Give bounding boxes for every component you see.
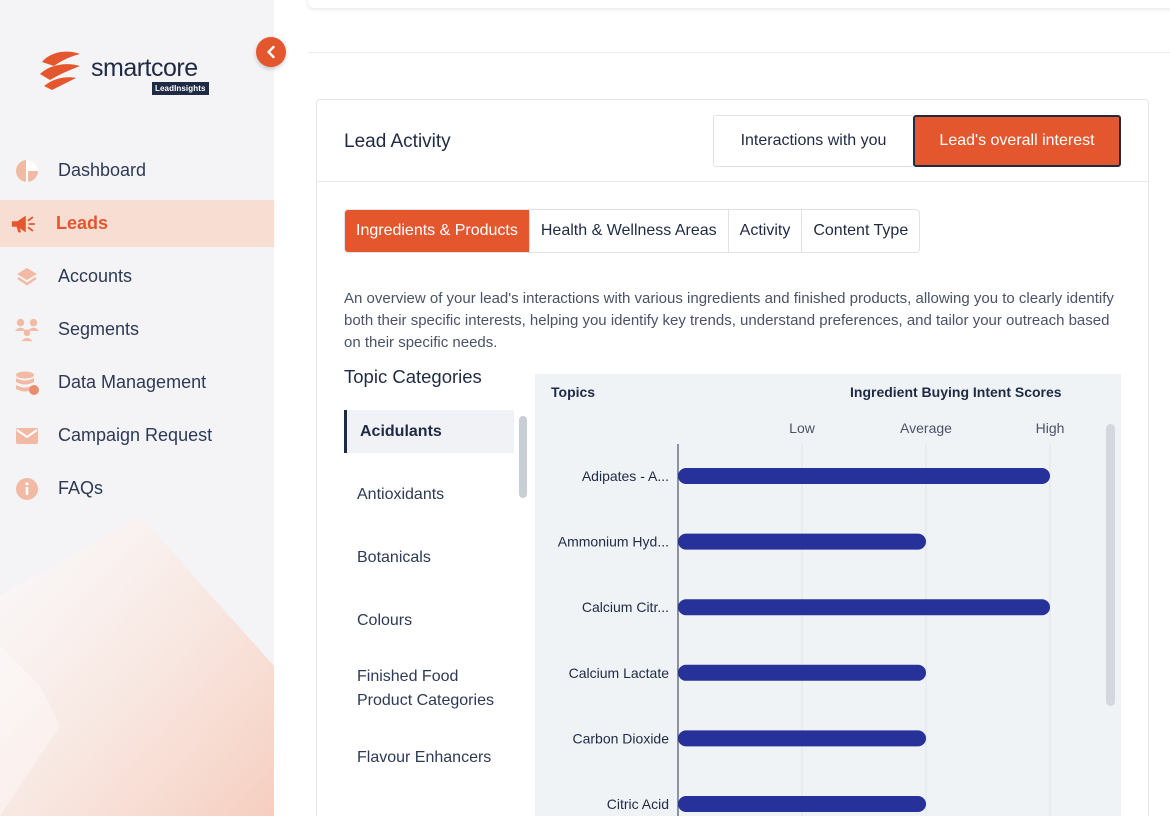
chart-tick-label: Low bbox=[789, 420, 816, 436]
chart-tick-label: High bbox=[1036, 420, 1065, 436]
sidebar-item-campaign-request[interactable]: Campaign Request bbox=[0, 412, 274, 459]
sidebar-item-label: Campaign Request bbox=[58, 425, 213, 445]
users-group-icon bbox=[14, 317, 40, 343]
chart-category-label: Calcium Citr... bbox=[582, 599, 669, 615]
chart-bar bbox=[678, 796, 926, 812]
topic-item-antioxidants[interactable]: Antioxidants bbox=[357, 485, 445, 503]
chart-bar bbox=[678, 468, 1050, 484]
topic-item-acidulants[interactable]: Acidulants bbox=[344, 410, 514, 453]
sidebar-item-label: Accounts bbox=[58, 266, 133, 286]
chart-bar bbox=[678, 533, 926, 550]
chart-category-label: Citric Acid bbox=[607, 796, 669, 812]
info-icon bbox=[14, 476, 40, 502]
category-tabs: Ingredients & Products Health & Wellness… bbox=[344, 209, 921, 253]
chart-category-label: Carbon Dioxide bbox=[573, 730, 670, 746]
sidebar-item-leads[interactable]: Leads bbox=[0, 200, 274, 247]
megaphone-icon bbox=[10, 211, 36, 237]
sidebar-item-label: Data Management bbox=[58, 372, 207, 392]
topic-item-flavour-enhancers[interactable]: Flavour Enhancers bbox=[357, 748, 492, 766]
sidebar-item-data-management[interactable]: Data Management bbox=[0, 359, 274, 406]
chart-category-label: Adipates - A... bbox=[582, 468, 669, 484]
tab-health-wellness-areas[interactable]: Health & Wellness Areas bbox=[530, 210, 729, 252]
smartcore-logo[interactable]: smartcore LeadInsights bbox=[36, 46, 216, 102]
chart-bar bbox=[678, 730, 926, 747]
topic-list: Acidulants Antioxidants Botanicals Colou… bbox=[344, 410, 514, 789]
tab-content-type[interactable]: Content Type bbox=[813, 222, 909, 239]
header-divider bbox=[308, 52, 1170, 53]
chart-bar bbox=[678, 599, 1050, 616]
tab-ingredients-products[interactable]: Ingredients & Products bbox=[345, 210, 530, 252]
topic-list-scrollbar[interactable] bbox=[519, 416, 527, 498]
toggle-leads-overall-interest[interactable]: Lead's overall interest bbox=[913, 115, 1121, 167]
sidebar-item-accounts[interactable]: Accounts bbox=[0, 253, 274, 300]
sidebar-item-segments[interactable]: Segments bbox=[0, 306, 274, 353]
sidebar-item-label: Dashboard bbox=[58, 160, 147, 180]
topic-item-botanicals[interactable]: Botanicals bbox=[357, 548, 431, 566]
chevron-left-icon bbox=[267, 45, 275, 59]
chart-header-scores: Ingredient Buying Intent Scores bbox=[850, 384, 1062, 400]
top-header-card bbox=[308, 0, 1170, 8]
layers-icon bbox=[14, 264, 40, 290]
pie-chart-icon bbox=[14, 158, 40, 184]
chart-header-topics: Topics bbox=[551, 384, 595, 400]
topic-item-finished-food-product-categories[interactable]: Finished Food Product Categories bbox=[357, 668, 494, 709]
sidebar-background-shape bbox=[0, 516, 274, 816]
logo-mark-icon bbox=[40, 51, 80, 90]
chart-tick-label: Average bbox=[900, 420, 952, 436]
chart-category-label: Ammonium Hyd... bbox=[558, 534, 669, 550]
sidebar-nav: Dashboard Leads Accounts Segments Data M… bbox=[0, 147, 274, 518]
database-icon bbox=[14, 370, 40, 396]
mail-icon bbox=[14, 423, 40, 449]
sidebar-item-dashboard[interactable]: Dashboard bbox=[0, 147, 274, 194]
interest-toggle: Interactions with you Lead's overall int… bbox=[713, 115, 1121, 167]
lead-activity-card: Lead Activity Interactions with you Lead… bbox=[316, 99, 1149, 816]
chart-bar bbox=[678, 664, 926, 681]
sidebar: smartcore LeadInsights Dashboard Leads A… bbox=[0, 0, 274, 816]
sidebar-item-label: Segments bbox=[58, 319, 140, 339]
description-text: An overview of your lead's interactions … bbox=[344, 290, 1114, 351]
chart-category-label: Calcium Lactate bbox=[569, 665, 670, 681]
toggle-interactions-with-you[interactable]: Interactions with you bbox=[713, 115, 913, 167]
chart-scrollbar[interactable] bbox=[1106, 424, 1115, 706]
card-divider bbox=[317, 181, 1148, 182]
chart-svg: Topics Ingredient Buying Intent Scores Low… bbox=[551, 384, 1065, 816]
logo-badge: LeadInsights bbox=[152, 82, 209, 95]
topic-item-colours[interactable]: Colours bbox=[357, 611, 413, 629]
collapse-sidebar-button[interactable] bbox=[256, 37, 286, 67]
logo-text: smartcore bbox=[91, 54, 198, 82]
intent-score-chart: Topics Ingredient Buying Intent Scores Low… bbox=[535, 374, 1121, 816]
sidebar-item-faqs[interactable]: FAQs bbox=[0, 465, 274, 512]
topic-categories-heading: Topic Categories bbox=[344, 366, 482, 387]
tab-activity[interactable]: Activity bbox=[729, 210, 803, 252]
sidebar-item-label: FAQs bbox=[58, 478, 104, 498]
sidebar-item-label: Leads bbox=[56, 213, 109, 233]
card-title: Lead Activity bbox=[344, 131, 451, 152]
